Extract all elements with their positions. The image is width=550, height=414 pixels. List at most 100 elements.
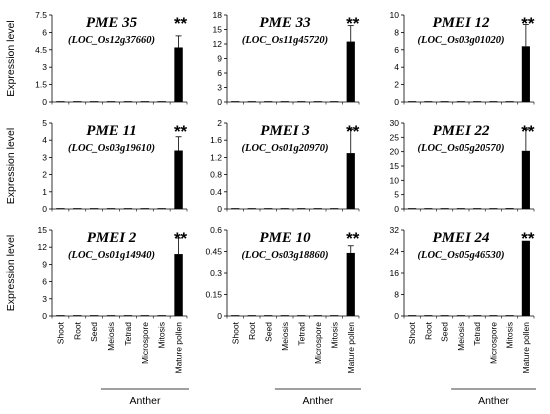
y-tick-label: 0.45	[205, 247, 222, 257]
bar-root	[424, 315, 433, 316]
panel-subtitle: (LOC_Os01g14940)	[68, 250, 155, 261]
panel-title: PME 33	[259, 15, 311, 31]
bar-seed	[89, 208, 99, 209]
category-label: Root	[72, 321, 82, 340]
bar-root	[247, 315, 256, 316]
bar-root	[73, 315, 82, 316]
anther-group-label: Anther	[478, 395, 509, 407]
panel-8: 0 0.15 0.3 0.45 0.6 ** PME 10 (LOC_Os03g18860) S…	[205, 225, 359, 374]
category-label: Mature pollen	[174, 322, 184, 374]
y-tick-label: 0.6	[210, 225, 222, 235]
bar-microspore	[313, 101, 322, 102]
category-label: Shoot	[230, 321, 240, 344]
bar-mitosis	[157, 208, 166, 209]
y-tick-label: 0	[217, 97, 222, 107]
panel-2: 0 3 6 9 12 15 18 ** PME 33 (LOC_Os11g45720)	[213, 10, 360, 107]
bar-shoot	[56, 315, 65, 316]
bar-mature-pollen	[174, 150, 183, 209]
bar-tetrad	[297, 315, 306, 316]
category-label: Tetrad	[472, 322, 482, 346]
y-tick-label: 0	[394, 311, 399, 321]
bar-tetrad	[473, 101, 482, 102]
bar-mature-pollen	[346, 252, 355, 316]
panel-subtitle: (LOC_Os11g45720)	[242, 35, 328, 46]
y-tick-label: 0	[394, 97, 399, 107]
panel-4: 0 1 2 3 4 5 ** PME 11 (LOC_Os03g19610) Expression…	[5, 118, 188, 214]
y-tick-label: 8	[394, 290, 399, 300]
bar-mitosis	[505, 208, 514, 209]
significance-marker: **	[521, 14, 535, 33]
significance-marker: **	[174, 122, 188, 141]
category-label: Root	[423, 321, 433, 340]
bar-shoot	[408, 315, 417, 316]
category-label: Tetrad	[296, 322, 306, 346]
y-tick-label: 0.3	[210, 268, 222, 278]
y-tick-label: 8	[394, 27, 399, 37]
y-tick-label: 4	[42, 135, 47, 145]
bar-root	[424, 208, 433, 209]
anther-group-label: Anther	[130, 395, 161, 407]
bar-shoot	[408, 208, 417, 209]
bar-microspore	[489, 208, 498, 209]
bar-mitosis	[157, 315, 166, 316]
y-tick-label: 1.5	[35, 80, 47, 90]
bar-seed	[264, 315, 273, 316]
category-axis: Anther Anther Anther	[100, 388, 536, 407]
bar-meiosis	[456, 315, 465, 316]
y-tick-label: 32	[390, 225, 400, 235]
bar-meiosis	[456, 101, 465, 102]
bar-seed	[89, 101, 99, 102]
bar-tetrad	[123, 208, 133, 209]
category-label: Seed	[89, 322, 99, 342]
category-label: Seed	[263, 322, 273, 342]
y-tick-label: 2	[217, 118, 222, 128]
bar-shoot	[56, 208, 65, 209]
bar-microspore	[140, 101, 150, 102]
y-tick-label: 10	[390, 10, 400, 20]
y-tick-label: 1.6	[210, 135, 222, 145]
bar-seed	[440, 315, 449, 316]
y-tick-label: 4.5	[35, 45, 47, 55]
bar-meiosis	[280, 315, 289, 316]
bar-microspore	[489, 315, 498, 316]
y-tick-label: 0	[42, 204, 47, 214]
y-tick-label: 30	[390, 118, 400, 128]
y-tick-label: 15	[38, 225, 48, 235]
significance-marker: **	[346, 14, 360, 33]
bar-root	[73, 208, 82, 209]
panel-title: PMEI 12	[432, 15, 490, 31]
bar-meiosis	[280, 208, 289, 209]
bar-shoot	[231, 208, 240, 209]
y-tick-label: 10	[390, 175, 400, 185]
bar-microspore	[313, 315, 322, 316]
bar-tetrad	[297, 101, 306, 102]
y-axis-label: Expression level	[5, 20, 17, 96]
bar-shoot	[231, 315, 240, 316]
bar-meiosis	[106, 208, 116, 209]
panel-title: PME 10	[259, 230, 311, 246]
y-tick-label: 0.15	[205, 290, 222, 300]
bar-mature-pollen	[174, 254, 183, 316]
chart-panels: 0 1.5 3 4.5 6 7.5 ** PME 35 (LOC_Os12g37660) Expr…	[5, 10, 535, 374]
y-axis-label: Expression level	[5, 235, 17, 311]
significance-marker: **	[521, 122, 535, 141]
category-label: Shoot	[55, 321, 65, 344]
panel-title: PMEI 2	[87, 230, 137, 246]
bar-shoot	[56, 101, 65, 102]
y-tick-label: 6	[42, 277, 47, 287]
bar-tetrad	[123, 101, 133, 102]
y-tick-label: 4	[394, 62, 399, 72]
y-tick-label: 18	[213, 10, 223, 20]
y-tick-label: 0	[42, 97, 47, 107]
bar-seed	[264, 101, 273, 102]
y-tick-label: 6	[394, 45, 399, 55]
bar-mitosis	[505, 315, 514, 316]
bar-seed	[440, 208, 449, 209]
panel-1: 0 1.5 3 4.5 6 7.5 ** PME 35 (LOC_Os12g37660) Expr…	[5, 10, 188, 107]
y-tick-label: 0	[217, 311, 222, 321]
y-tick-label: 2	[42, 170, 47, 180]
y-tick-label: 0	[394, 204, 399, 214]
panel-subtitle: (LOC_Os03g19610)	[68, 143, 155, 154]
panel-title: PMEI 24	[432, 230, 490, 246]
bar-mature-pollen	[521, 150, 530, 209]
